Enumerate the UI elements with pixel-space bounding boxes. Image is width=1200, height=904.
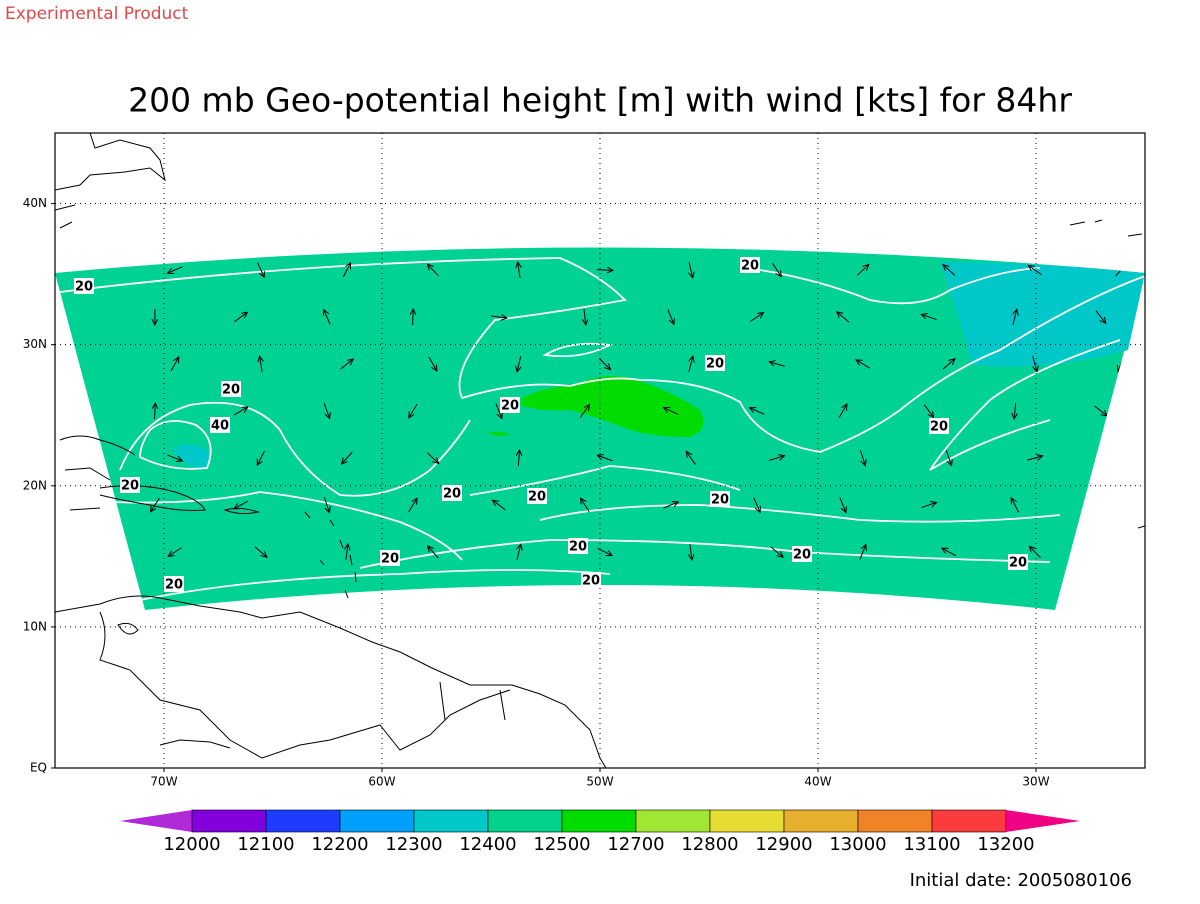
- lat-label: 40N: [23, 196, 47, 210]
- colorbar-label: 12000: [163, 834, 220, 855]
- border: [160, 682, 505, 748]
- lat-label: 30N: [23, 337, 47, 351]
- contour-label: 20: [1009, 556, 1027, 571]
- colorbar-box: [266, 810, 340, 832]
- contour-label: 20: [501, 399, 519, 414]
- lat-label: EQ: [30, 761, 47, 775]
- lon-label: 70W: [150, 775, 177, 789]
- contour-label: 20: [741, 259, 759, 274]
- colorbar-box: [636, 810, 710, 832]
- contour-label: 20: [443, 487, 461, 502]
- height-field-high: [940, 262, 1145, 367]
- lat-label: 10N: [23, 619, 47, 633]
- colorbar: 12000 12100 12200 12300 12400 12500 12700 12800…: [120, 810, 1080, 855]
- colorbar-label: 12900: [755, 834, 812, 855]
- coastline: [118, 623, 138, 634]
- contour-label: 20: [165, 578, 183, 593]
- contour-label: 20: [381, 552, 399, 567]
- colorbar-label: 12500: [533, 834, 590, 855]
- contour-label: 20: [528, 490, 546, 505]
- contour-label: 20: [75, 280, 93, 295]
- colorbar-triangle: [120, 810, 192, 832]
- contour-label: 20: [121, 479, 139, 494]
- colorbar-label: 12400: [459, 834, 516, 855]
- lon-label: 50W: [586, 775, 613, 789]
- contour-label: 40: [211, 419, 229, 434]
- colorbar-box: [488, 810, 562, 832]
- contour-label: 20: [706, 357, 724, 372]
- colorbar-box: [562, 810, 636, 832]
- lon-label: 40W: [804, 775, 831, 789]
- colorbar-label: 12200: [311, 834, 368, 855]
- coastline: [55, 133, 165, 228]
- colorbar-label: 12800: [681, 834, 738, 855]
- colorbar-label: 12700: [607, 834, 664, 855]
- wind-arrow: [1119, 450, 1124, 465]
- colorbar-label: 13000: [829, 834, 886, 855]
- initial-date: Initial date: 2005080106: [910, 870, 1132, 891]
- coastline: [55, 596, 606, 768]
- title: 200 mb Geo-potential height [m] with win…: [128, 81, 1072, 120]
- colorbar-label: 12300: [385, 834, 442, 855]
- wind-arrow: [597, 270, 613, 271]
- colorbar-label: 13100: [903, 834, 960, 855]
- contour-label: 20: [582, 574, 600, 589]
- colorbar-box: [784, 810, 858, 832]
- colorbar-label: 13200: [977, 834, 1034, 855]
- lon-label: 30W: [1022, 775, 1049, 789]
- contour-label: 20: [793, 548, 811, 563]
- colorbar-triangle: [1006, 810, 1080, 832]
- note: Experimental Product: [5, 4, 189, 24]
- wind-arrow: [1095, 500, 1107, 511]
- map-area: 20 20 20 20 20 20 20 20 20 20 20 20 20 20 20 20 40: [55, 133, 1145, 768]
- border: [100, 612, 510, 758]
- colorbar-box: [340, 810, 414, 832]
- colorbar-label: 12100: [237, 834, 294, 855]
- wind-arrow: [1114, 549, 1129, 555]
- colorbar-box: [858, 810, 932, 832]
- colorbar-box: [932, 810, 1006, 832]
- wind-arrow: [413, 309, 414, 325]
- colorbar-box: [414, 810, 488, 832]
- contour-label: 20: [569, 540, 587, 555]
- colorbar-box: [710, 810, 784, 832]
- lat-label: 20N: [23, 478, 47, 492]
- colorbar-box: [192, 810, 266, 832]
- contour-label: 20: [930, 420, 948, 435]
- contour-label: 20: [711, 493, 729, 508]
- lon-label: 60W: [368, 775, 395, 789]
- contour-label: 20: [222, 383, 240, 398]
